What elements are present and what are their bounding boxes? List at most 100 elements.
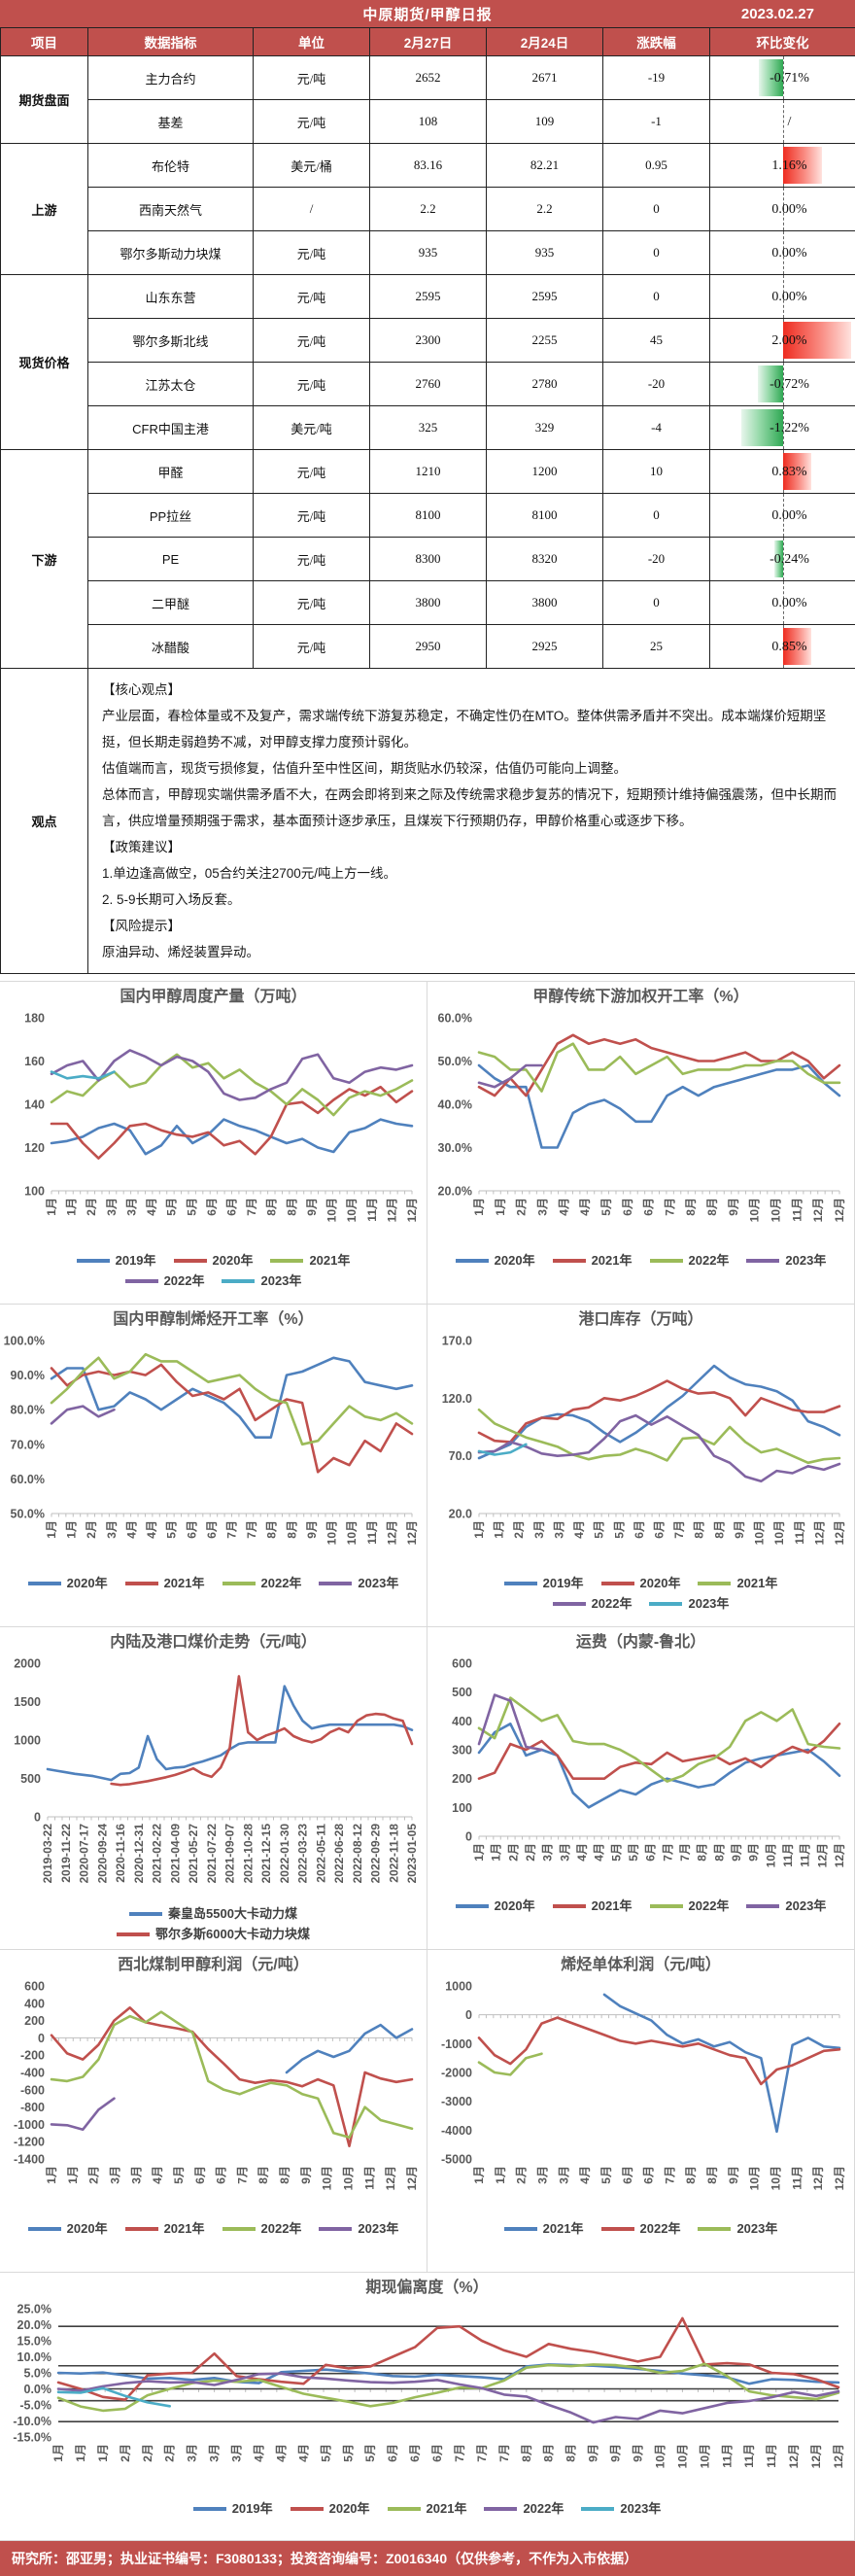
legend-label: 2020年 xyxy=(640,1574,681,1593)
chart-basis-deviation: 期现偏离度（%）25.0%20.0%15.0%10.0%5.0%0.0%-5.0… xyxy=(0,2272,855,2541)
legend-label: 2022年 xyxy=(164,1271,205,1291)
svg-text:2月: 2月 xyxy=(515,1198,529,1216)
ratio-cell: 0.83% xyxy=(710,450,855,494)
svg-text:1月: 1月 xyxy=(45,1520,58,1539)
legend-item: 2022年 xyxy=(125,1271,205,1291)
opinion-content: 【核心观点】产业层面，春检体量或不及复产，需求端传统下游复苏稳定，不确定性仍在M… xyxy=(88,669,855,974)
svg-text:3月: 3月 xyxy=(109,2166,122,2184)
chart-title: 国内甲醇制烯烃开工率（%） xyxy=(113,1305,313,1331)
svg-text:1月: 1月 xyxy=(493,1520,506,1539)
svg-text:1月: 1月 xyxy=(494,2166,507,2184)
unit-cell: 元/吨 xyxy=(254,625,370,669)
svg-text:50.0%: 50.0% xyxy=(438,1055,472,1068)
legend-item: 2023年 xyxy=(581,2499,661,2519)
svg-text:2月: 2月 xyxy=(163,2444,177,2462)
svg-text:10月: 10月 xyxy=(770,1198,783,1222)
svg-text:-5.0%: -5.0% xyxy=(19,2399,51,2413)
indicator-cell: 江苏太仓 xyxy=(88,363,254,406)
group-label: 期货盘面 xyxy=(1,56,88,144)
svg-text:-15.0%: -15.0% xyxy=(13,2431,51,2445)
svg-text:12月: 12月 xyxy=(815,1843,829,1867)
indicator-cell: 二甲醚 xyxy=(88,581,254,625)
opinion-row: 观点【核心观点】产业层面，春检体量或不及复产，需求端传统下游复苏稳定，不确定性仍… xyxy=(1,669,855,974)
legend-item: 2023年 xyxy=(319,1574,398,1593)
value-new-cell: 83.16 xyxy=(370,144,487,188)
legend-label: 2022年 xyxy=(261,2219,302,2239)
svg-text:7月: 7月 xyxy=(663,1198,676,1216)
legend-item: 2022年 xyxy=(650,1251,730,1271)
svg-text:11月: 11月 xyxy=(799,1843,812,1867)
svg-text:12月: 12月 xyxy=(787,2444,801,2468)
legend-item: 2020年 xyxy=(28,1574,108,1593)
svg-text:6月: 6月 xyxy=(185,1520,198,1539)
svg-text:2020-09-24: 2020-09-24 xyxy=(95,1824,109,1884)
svg-text:6月: 6月 xyxy=(621,2166,634,2184)
svg-text:4月: 4月 xyxy=(151,2166,164,2184)
legend-item: 2022年 xyxy=(553,1594,633,1614)
legend-swatch-icon xyxy=(746,1259,779,1263)
indicator-cell: 基差 xyxy=(88,100,254,144)
svg-text:6月: 6月 xyxy=(621,1198,634,1216)
svg-text:5月: 5月 xyxy=(172,2166,186,2184)
svg-text:6月: 6月 xyxy=(205,1520,219,1539)
svg-text:140: 140 xyxy=(24,1098,45,1112)
svg-text:1月: 1月 xyxy=(65,1520,79,1539)
legend-item: 2023年 xyxy=(746,1251,826,1271)
value-new-cell: 2950 xyxy=(370,625,487,669)
svg-text:3月: 3月 xyxy=(105,1198,119,1216)
legend-swatch-icon xyxy=(222,2227,256,2231)
ratio-value: 1.16% xyxy=(758,158,806,173)
svg-text:500: 500 xyxy=(452,1686,472,1699)
svg-text:12月: 12月 xyxy=(809,2444,823,2468)
svg-text:180: 180 xyxy=(24,1012,45,1026)
svg-text:12月: 12月 xyxy=(385,1520,398,1545)
series-line-2021年 xyxy=(51,2007,412,2145)
svg-text:11月: 11月 xyxy=(742,2444,756,2468)
svg-text:6月: 6月 xyxy=(193,2166,207,2184)
legend-swatch-icon xyxy=(553,1904,586,1908)
svg-text:10月: 10月 xyxy=(764,1843,777,1867)
svg-text:9月: 9月 xyxy=(609,2444,623,2462)
svg-text:11月: 11月 xyxy=(362,2166,376,2190)
svg-text:8月: 8月 xyxy=(278,2166,291,2184)
opinion-paragraph: 估值端而言，现货亏损修复，估值升至中性区间，期货贴水仍较深，估值仍可能向上调整。 xyxy=(102,755,841,782)
svg-text:-200: -200 xyxy=(20,2049,45,2063)
report-title: 中原期货/甲醇日报 xyxy=(0,4,855,24)
col-header-date-new: 2月27日 xyxy=(370,28,487,56)
legend-item: 2021年 xyxy=(553,1251,633,1271)
svg-text:3月: 3月 xyxy=(105,1520,119,1539)
svg-text:200: 200 xyxy=(452,1772,472,1786)
svg-text:1月: 1月 xyxy=(51,2444,65,2462)
legend-swatch-icon xyxy=(649,1602,682,1606)
legend-label: 2021年 xyxy=(592,1251,633,1271)
svg-text:-5000: -5000 xyxy=(441,2153,472,2167)
legend-item: 2021年 xyxy=(125,2219,205,2239)
opinion-paragraph: 总体而言，甲醇现实端供需矛盾不大，在两会即将到来之际及传统需求稳步复苏的情况下，… xyxy=(102,782,841,834)
svg-text:2022-05-11: 2022-05-11 xyxy=(314,1824,327,1883)
svg-text:6月: 6月 xyxy=(386,2444,399,2462)
svg-text:100: 100 xyxy=(452,1801,472,1815)
unit-cell: 元/吨 xyxy=(254,100,370,144)
legend-label: 2023年 xyxy=(358,2219,398,2239)
value-new-cell: 108 xyxy=(370,100,487,144)
svg-text:12月: 12月 xyxy=(811,2166,825,2190)
unit-cell: 元/吨 xyxy=(254,56,370,100)
price-table-body: 项目 数据指标 单位 2月27日 2月24日 涨跌幅 环比变化 期货盘面主力合约… xyxy=(1,28,855,974)
value-old-cell: 8100 xyxy=(487,494,603,538)
svg-text:60.0%: 60.0% xyxy=(438,1012,472,1026)
svg-text:12月: 12月 xyxy=(405,2166,419,2190)
svg-text:1月: 1月 xyxy=(490,1843,503,1862)
series-line-2019年 xyxy=(479,1366,839,1458)
series-line-2020年 xyxy=(479,1381,839,1443)
legend-swatch-icon xyxy=(601,1582,634,1585)
legend-item: 2020年 xyxy=(456,1897,535,1916)
svg-text:1月: 1月 xyxy=(472,1520,486,1539)
legend-item: 2023年 xyxy=(222,1271,301,1291)
